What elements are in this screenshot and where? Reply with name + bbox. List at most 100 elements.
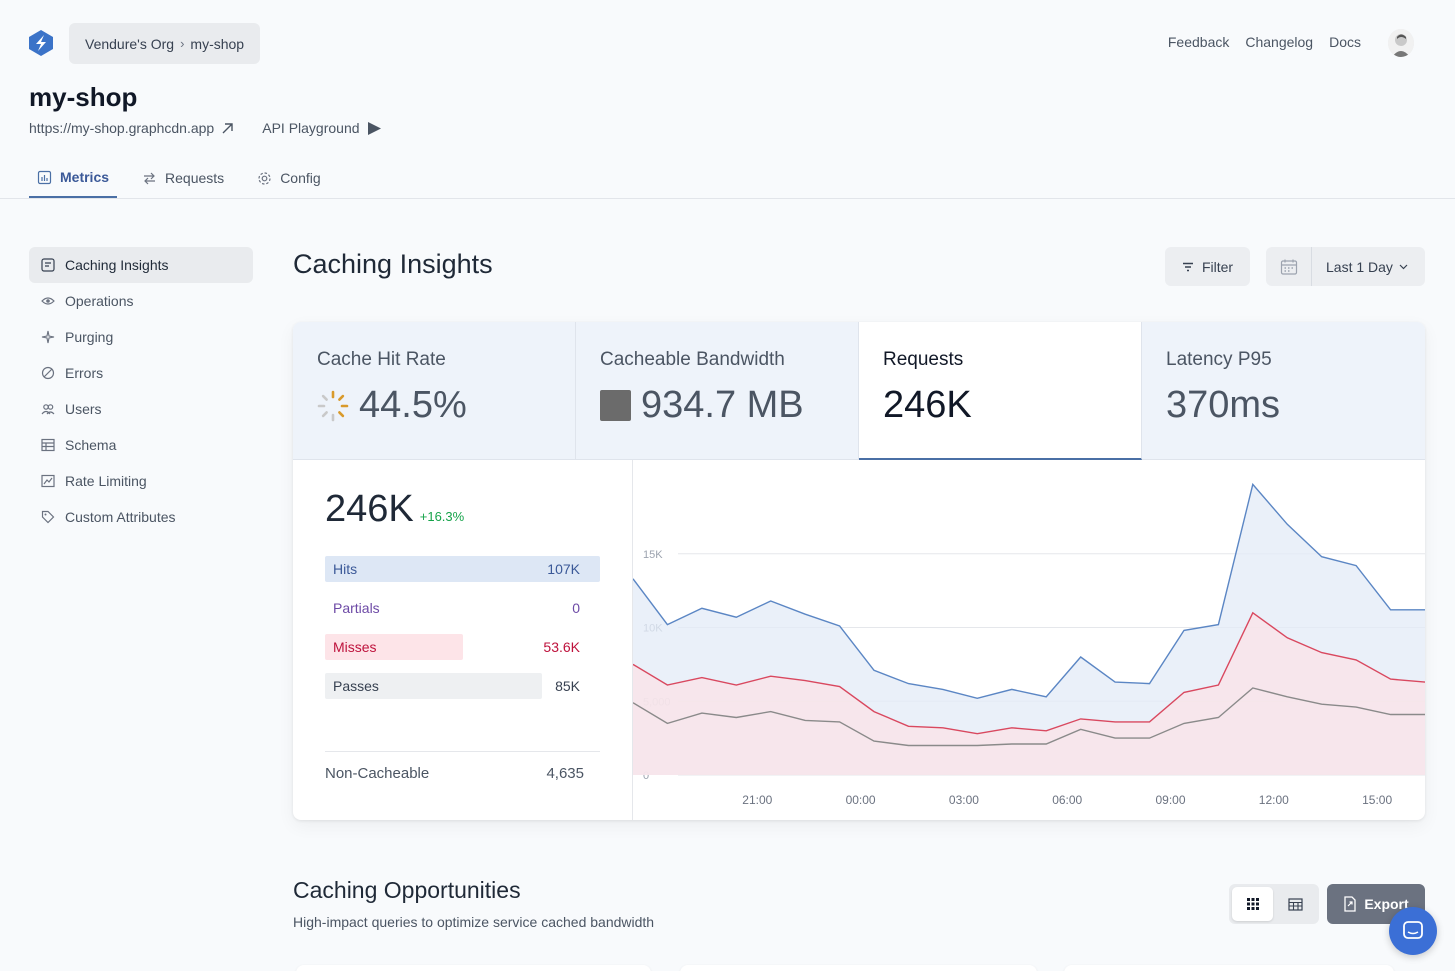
slash-circle-icon <box>41 366 55 380</box>
storage-icon <box>600 390 631 421</box>
table-icon <box>41 438 55 452</box>
x-tick-label: 06:00 <box>1052 793 1082 807</box>
api-playground-label: API Playground <box>262 120 360 136</box>
sidebar-item-purging[interactable]: Purging <box>29 319 253 355</box>
breakdown-row-misses[interactable]: Misses 53.6K <box>325 634 600 660</box>
chat-launcher-button[interactable] <box>1389 907 1437 955</box>
x-tick-label: 21:00 <box>742 793 772 807</box>
requests-total-value: 246K <box>325 488 414 530</box>
tab-config[interactable]: Config <box>249 158 328 198</box>
grid-icon <box>1246 898 1259 910</box>
changelog-link[interactable]: Changelog <box>1245 34 1314 50</box>
range-label: Last 1 Day <box>1326 258 1393 275</box>
stat-value: 934.7 MB <box>641 384 804 426</box>
tab-requests[interactable]: Requests <box>134 158 232 198</box>
sidebar-item-operations[interactable]: Operations <box>29 283 253 319</box>
stat-latency-p95[interactable]: Latency P95 370ms <box>1142 322 1425 460</box>
breakdown-label: Partials <box>333 600 380 616</box>
table-icon <box>1288 897 1303 911</box>
insights-icon <box>41 258 55 272</box>
x-tick-label: 03:00 <box>949 793 979 807</box>
external-link-icon[interactable] <box>221 122 234 135</box>
series-line <box>633 482 1425 700</box>
api-playground-link[interactable]: API Playground <box>262 120 381 136</box>
sidebar-item-label: Rate Limiting <box>65 473 147 489</box>
table-view-button[interactable] <box>1275 887 1316 921</box>
breakdown-row-hits[interactable]: Hits 107K <box>325 556 600 582</box>
gear-icon <box>258 171 271 185</box>
file-export-icon <box>1344 896 1356 912</box>
requests-chart[interactable]: 05,00010K15K21:0000:0003:0006:0009:0012:… <box>633 460 1425 820</box>
sidebar: Caching Insights Operations Purging Erro… <box>29 247 253 535</box>
filter-button[interactable]: Filter <box>1165 247 1250 286</box>
sidebar-item-label: Operations <box>65 293 134 309</box>
stat-tabs: Cache Hit Rate 44.5% <box>293 322 1425 460</box>
x-tick-label: 09:00 <box>1156 793 1186 807</box>
calendar-button[interactable] <box>1266 247 1312 286</box>
avatar[interactable] <box>1388 29 1414 57</box>
sidebar-item-rate-limiting[interactable]: Rate Limiting <box>29 463 253 499</box>
sidebar-item-caching-insights[interactable]: Caching Insights <box>29 247 253 283</box>
breakdown-label: Misses <box>333 639 377 655</box>
stat-requests[interactable]: Requests 246K <box>859 322 1142 460</box>
sidebar-item-label: Custom Attributes <box>65 509 176 525</box>
feedback-link[interactable]: Feedback <box>1167 34 1230 50</box>
arrows-exchange-icon <box>144 172 156 184</box>
breakdown-label: Passes <box>333 678 379 694</box>
sidebar-item-users[interactable]: Users <box>29 391 253 427</box>
stat-cache-hit-rate[interactable]: Cache Hit Rate 44.5% <box>293 322 576 460</box>
breakdown-row-passes[interactable]: Passes 85K <box>325 673 600 699</box>
date-range-picker[interactable]: Last 1 Day <box>1266 247 1425 286</box>
project-name[interactable]: my-shop <box>190 35 245 52</box>
opportunity-card[interactable] <box>1064 965 1394 971</box>
tag-icon <box>41 510 55 524</box>
requests-total: 246K +16.3% <box>325 488 464 531</box>
sidebar-item-label: Errors <box>65 365 104 381</box>
y-tick-label: 15K <box>643 549 663 561</box>
filter-label: Filter <box>1201 258 1234 275</box>
sidebar-item-errors[interactable]: Errors <box>29 355 253 391</box>
sparkle-icon <box>41 330 55 344</box>
sidebar-item-label: Users <box>65 401 102 417</box>
stat-cacheable-bandwidth[interactable]: Cacheable Bandwidth 934.7 MB <box>576 322 859 460</box>
org-name[interactable]: Vendure's Org <box>85 35 175 52</box>
speed-icon <box>41 474 55 488</box>
requests-delta: +16.3% <box>419 509 465 524</box>
sidebar-item-custom-attributes[interactable]: Custom Attributes <box>29 499 253 535</box>
series-line <box>633 687 1425 747</box>
filter-icon <box>1182 262 1193 271</box>
view-toggle <box>1229 884 1319 924</box>
main-tabs: Metrics Requests Config <box>29 158 346 199</box>
tab-label: Metrics <box>60 169 110 185</box>
page-title: my-shop <box>29 82 138 112</box>
top-links: Feedback Changelog Docs <box>1168 34 1361 50</box>
non-cacheable-label: Non-Cacheable <box>325 765 430 782</box>
project-url[interactable]: https://my-shop.graphcdn.app <box>29 120 215 136</box>
spinner-icon <box>317 390 349 421</box>
sidebar-item-schema[interactable]: Schema <box>29 427 253 463</box>
sidebar-item-label: Purging <box>65 329 114 345</box>
chat-icon <box>1403 921 1423 939</box>
sidebar-item-label: Caching Insights <box>65 257 169 273</box>
sidebar-item-label: Schema <box>65 437 117 453</box>
graphcdn-logo[interactable] <box>28 29 54 57</box>
opportunity-card[interactable] <box>680 965 1037 971</box>
org-breadcrumb[interactable]: Vendure's Org › my-shop <box>69 23 261 64</box>
breakdown-bar <box>325 634 463 660</box>
breakdown-row-partials[interactable]: Partials 0 <box>325 595 600 621</box>
range-select[interactable]: Last 1 Day <box>1312 259 1408 275</box>
breakdown-bar <box>325 673 543 699</box>
breakdown-value: 85K <box>555 678 580 694</box>
tab-label: Requests <box>165 170 225 186</box>
x-tick-label: 15:00 <box>1362 793 1392 807</box>
tab-metrics[interactable]: Metrics <box>29 158 118 198</box>
grid-view-button[interactable] <box>1232 887 1273 921</box>
series-area <box>633 612 1425 775</box>
x-tick-label: 12:00 <box>1259 793 1289 807</box>
docs-link[interactable]: Docs <box>1329 34 1361 50</box>
stat-label: Latency P95 <box>1166 349 1272 370</box>
breakdown-value: 0 <box>572 600 580 616</box>
opportunity-card[interactable] <box>296 965 651 971</box>
project-links: https://my-shop.graphcdn.app API Playgro… <box>29 120 382 136</box>
tab-label: Config <box>280 170 321 186</box>
